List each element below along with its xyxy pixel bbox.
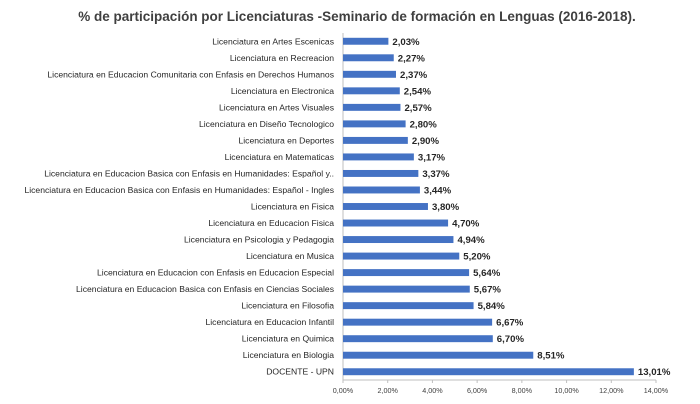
category-label: Licenciatura en Quimica	[242, 334, 334, 344]
data-label: 2,03%	[392, 37, 420, 48]
category-label: Licenciatura en Educacion Basica con Enf…	[76, 284, 334, 294]
data-label: 5,20%	[463, 252, 491, 263]
chart-title: % de participación por Licenciaturas -Se…	[78, 9, 635, 24]
data-label: 5,64%	[473, 268, 501, 279]
category-label: Licenciatura en Psicologia y Pedagogia	[184, 235, 334, 245]
data-label: 2,90%	[412, 136, 440, 147]
category-label: Licenciatura en Educacion con Enfasis en…	[97, 268, 334, 278]
category-label: Licenciatura en Artes Escenicas	[212, 36, 334, 46]
bar	[343, 136, 408, 144]
category-label: Licenciatura en Educacion Infantil	[205, 317, 334, 327]
category-label: Licenciatura en Musica	[246, 251, 334, 261]
bar	[343, 269, 470, 277]
category-label: Licenciatura en Filosofia	[241, 301, 334, 311]
category-label: Licenciatura en Diseño Tecnologico	[199, 119, 334, 129]
data-label: 6,67%	[496, 318, 524, 329]
bar	[343, 236, 454, 244]
bar	[343, 285, 470, 293]
category-label: Licenciatura en Educacion Basica con Enf…	[44, 168, 334, 178]
category-label: DOCENTE - UPN	[266, 367, 334, 377]
bar	[343, 103, 401, 111]
data-label: 2,54%	[404, 86, 432, 97]
category-label: Licenciatura en Educacion Fisica	[208, 218, 334, 228]
category-label: Licenciatura en Fisica	[251, 202, 334, 212]
category-label: Licenciatura en Artes Visuales	[219, 102, 334, 112]
data-label: 2,80%	[410, 119, 438, 130]
data-label: 3,37%	[422, 169, 450, 180]
bar	[343, 318, 493, 326]
x-tick-label: 0,00%	[333, 386, 354, 395]
data-label: 4,70%	[452, 219, 480, 230]
category-label: Licenciatura en Matematicas	[225, 152, 334, 162]
category-label: Licenciatura en Biologia	[243, 350, 334, 360]
bar	[343, 335, 493, 343]
bar	[343, 302, 474, 310]
bar	[343, 87, 400, 95]
bar	[343, 351, 534, 359]
bar	[343, 120, 406, 128]
bar	[343, 70, 396, 78]
category-label: Licenciatura en Deportes	[238, 135, 334, 145]
data-label: 2,27%	[398, 53, 426, 64]
bar	[343, 37, 389, 45]
bar	[343, 203, 428, 210]
bar	[343, 252, 460, 260]
bar	[343, 186, 420, 194]
bar	[343, 219, 449, 227]
data-label: 2,57%	[404, 103, 432, 114]
x-tick-label: 4,00%	[422, 386, 443, 395]
category-label: Licenciatura en Electronica	[231, 86, 334, 96]
data-label: 2,37%	[400, 70, 428, 81]
x-tick-label: 12,00%	[599, 386, 624, 395]
plot-area: Licenciatura en Artes Escenicas 2,03% Lice…	[24, 33, 671, 395]
x-tick-label: 10,00%	[554, 386, 579, 395]
data-label: 4,94%	[457, 235, 485, 246]
data-label: 8,51%	[537, 351, 565, 362]
data-label: 6,70%	[497, 334, 525, 345]
x-tick-label: 14,00%	[644, 386, 669, 395]
bar	[343, 54, 394, 62]
data-label: 5,67%	[474, 285, 502, 296]
x-tick-label: 6,00%	[467, 386, 488, 395]
x-tick-label: 8,00%	[512, 386, 533, 395]
bar	[343, 153, 414, 161]
bar	[343, 169, 419, 177]
data-label: 3,17%	[418, 152, 446, 163]
data-label: 3,80%	[432, 202, 460, 213]
category-label: Licenciatura en Educacion Basica con Enf…	[24, 185, 334, 195]
x-tick-label: 2,00%	[378, 386, 399, 395]
category-label: Licenciatura en Recreacion	[230, 53, 334, 63]
data-label: 5,84%	[478, 301, 506, 312]
data-label: 3,44%	[424, 185, 452, 196]
bar	[343, 368, 634, 376]
data-label: 13,01%	[638, 367, 671, 378]
category-label: Licenciatura en Educacion Comunitaria co…	[47, 69, 334, 79]
